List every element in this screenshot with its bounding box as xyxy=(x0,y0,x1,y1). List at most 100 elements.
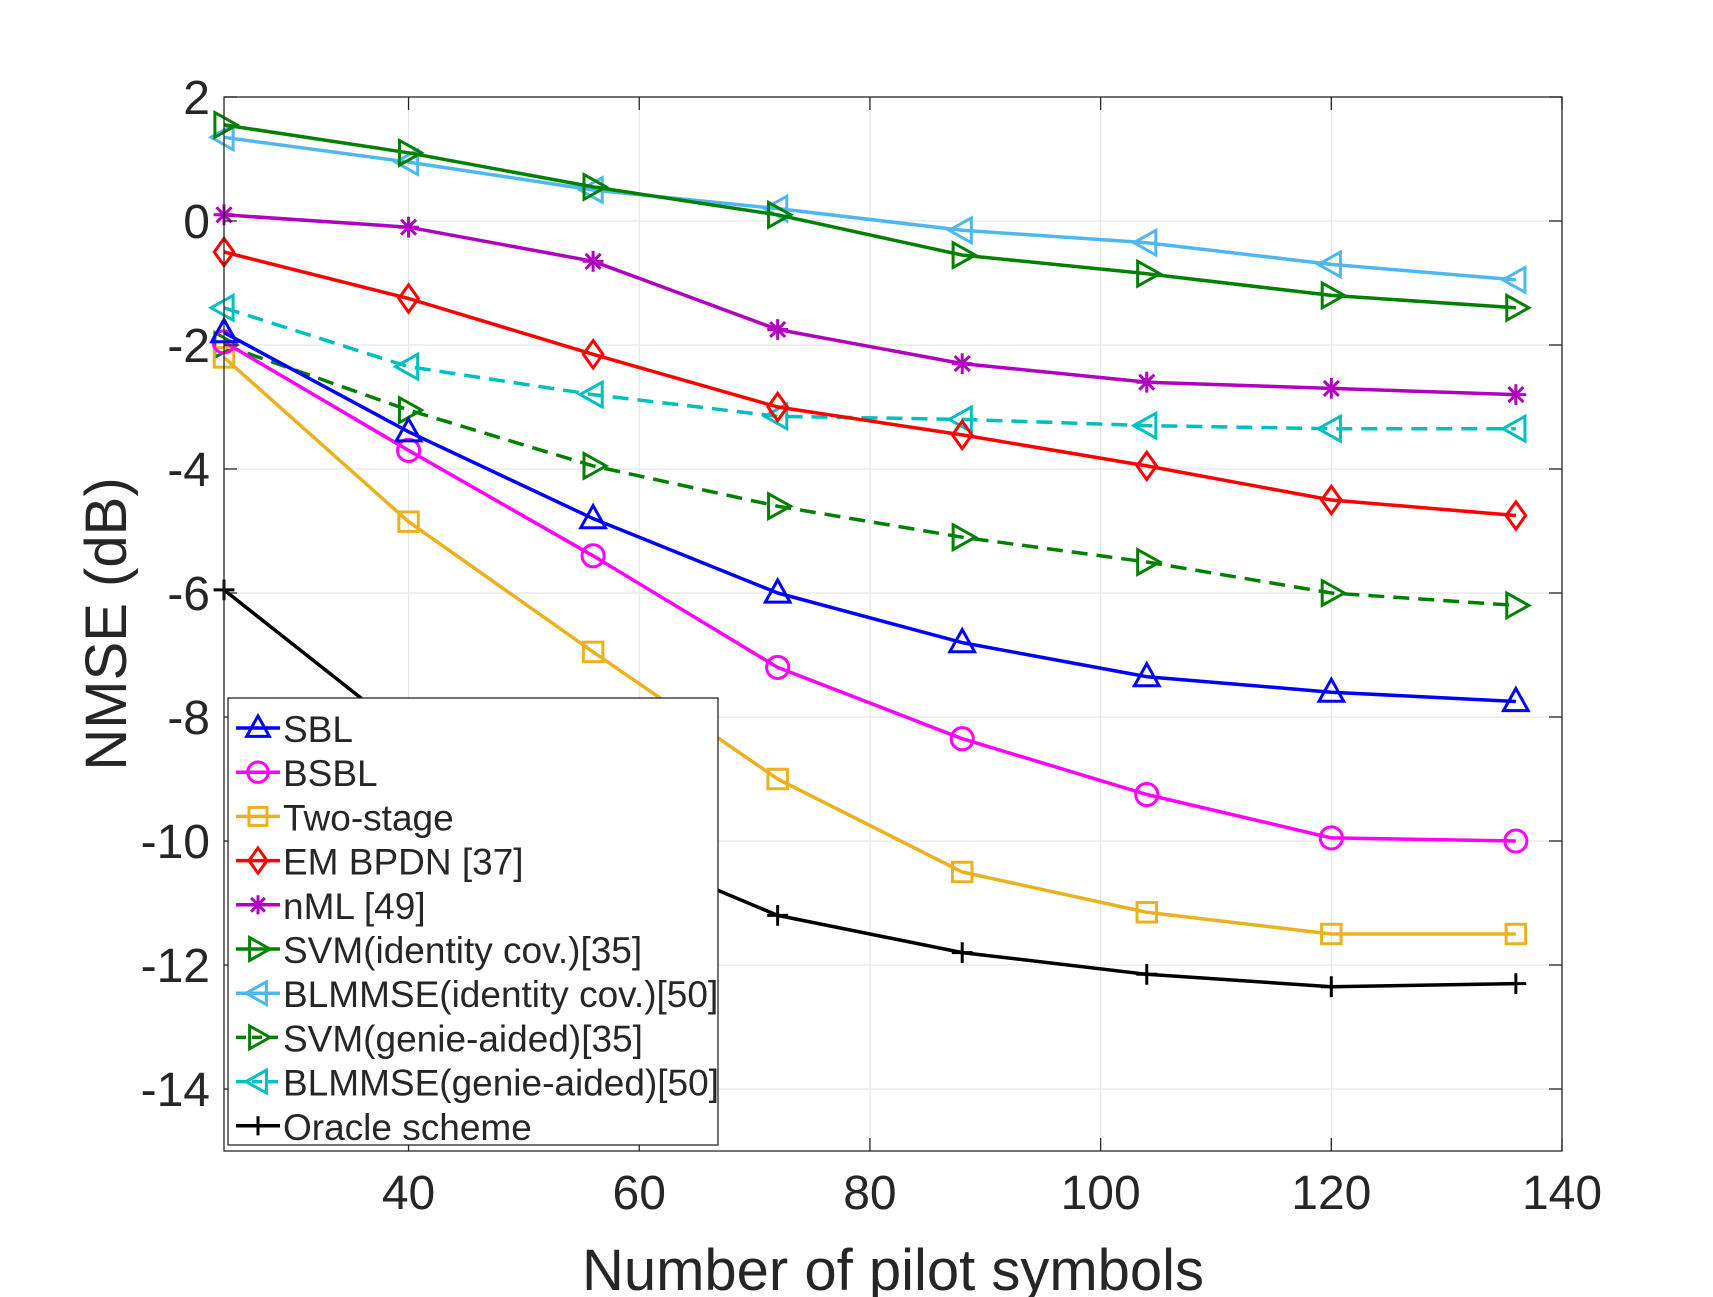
legend-label: nML [49] xyxy=(283,886,426,927)
data-point-svm-genie-aided-35 xyxy=(1136,547,1163,577)
legend-label: EM BPDN [37] xyxy=(283,842,524,883)
data-point-nml-49 xyxy=(398,216,419,238)
legend-label: BSBL xyxy=(283,753,378,794)
series-line-nml-49 xyxy=(223,213,1516,397)
data-point-blmmse-identity-cov-50 xyxy=(1130,227,1158,258)
axes-box xyxy=(223,96,1563,1152)
data-point-em-bpdn-37 xyxy=(766,390,790,424)
data-point-oracle-scheme xyxy=(1505,973,1527,994)
data-point-svm-genie-aided-35 xyxy=(397,395,425,426)
legend-marker-sbl xyxy=(244,712,272,738)
x-tick-label: 140 xyxy=(1522,1167,1602,1220)
y-axis-label: NMSE (dB) xyxy=(74,477,139,770)
data-point-bsbl xyxy=(949,726,975,752)
legend-label: SVM(identity cov.)[35] xyxy=(283,930,642,971)
legend-item-bsbl: BSBL xyxy=(236,753,378,794)
series-sbl xyxy=(209,316,1531,713)
data-point-svm-genie-aided-35 xyxy=(767,491,794,522)
data-point-blmmse-identity-cov-50 xyxy=(392,147,420,178)
series-em-bpdn-37 xyxy=(212,235,1528,532)
data-point-two-stage xyxy=(766,767,789,791)
legend-item-sbl: SBL xyxy=(236,709,353,750)
data-point-blmmse-genie-aided-50 xyxy=(577,379,604,410)
legend-label: BLMMSE(identity cov.)[50] xyxy=(283,974,718,1015)
legend-item-em-bpdn-37: EM BPDN [37] xyxy=(236,842,524,883)
series-two-stage xyxy=(212,346,1528,946)
data-point-bsbl xyxy=(396,437,422,463)
data-point-blmmse-identity-cov-50 xyxy=(1315,249,1342,280)
data-point-bsbl xyxy=(1318,825,1344,851)
y-tick-labels: 2 0 -2 -4 -6 -8 -10 -12 -14 xyxy=(141,72,210,1117)
series-line-svm-identity-cov-35 xyxy=(223,123,1516,310)
series-line-blmmse-identity-cov-50 xyxy=(223,135,1517,282)
legend-label: SBL xyxy=(283,709,353,750)
legend-marker-bsbl xyxy=(246,760,270,784)
series-line-two-stage xyxy=(222,356,1516,936)
data-point-svm-identity-cov-35 xyxy=(1505,292,1532,323)
data-point-blmmse-genie-aided-50 xyxy=(761,401,789,432)
data-point-two-stage xyxy=(1504,922,1528,946)
y-tick-label: -2 xyxy=(167,320,210,373)
legend-marker-svm-genie-aided-35 xyxy=(248,1023,274,1052)
data-point-blmmse-genie-aided-50 xyxy=(1130,410,1158,441)
data-point-two-stage xyxy=(1320,922,1343,946)
data-point-oracle-scheme xyxy=(1136,963,1158,985)
data-point-nml-49 xyxy=(951,353,973,374)
data-point-nml-49 xyxy=(1320,378,1342,399)
y-tick-label: -8 xyxy=(167,692,210,745)
data-point-sbl xyxy=(1131,660,1162,688)
data-point-blmmse-genie-aided-50 xyxy=(1315,413,1342,444)
data-point-two-stage xyxy=(581,640,605,664)
data-point-sbl xyxy=(393,415,424,443)
series-line-sbl xyxy=(223,331,1516,704)
legend-item-two-stage: Two-stage xyxy=(236,797,454,838)
legend-marker-two-stage xyxy=(247,805,269,827)
data-point-svm-identity-cov-35 xyxy=(213,109,241,140)
y-tick-label: 0 xyxy=(183,196,210,249)
data-point-oracle-scheme xyxy=(767,905,789,926)
legend-box xyxy=(227,697,719,1146)
legend-label: SVM(genie-aided)[35] xyxy=(283,1018,643,1059)
series-line-blmmse-genie-aided-50 xyxy=(223,306,1516,431)
series-line-svm-genie-aided-35 xyxy=(223,343,1516,608)
data-point-sbl xyxy=(762,576,793,604)
legend-marker-em-bpdn-37 xyxy=(247,845,269,876)
y-tick-label: 2 xyxy=(183,72,210,125)
series-layer xyxy=(207,109,1532,998)
legend-item-nml-49: nML [49] xyxy=(236,886,426,927)
legend-item-oracle-scheme: Oracle scheme xyxy=(236,1107,532,1148)
data-point-bsbl xyxy=(1503,828,1529,854)
data-point-svm-genie-aided-35 xyxy=(582,450,610,481)
series-blmmse-genie-aided-50 xyxy=(207,292,1527,444)
data-point-em-bpdn-37 xyxy=(581,338,605,371)
y-tick-label: -4 xyxy=(167,444,210,497)
y-tick-label: -14 xyxy=(141,1064,210,1117)
data-point-two-stage xyxy=(950,860,974,884)
data-point-sbl xyxy=(1500,685,1531,713)
data-point-svm-genie-aided-35 xyxy=(1505,590,1532,621)
tick-marks xyxy=(224,96,1563,1151)
data-point-bsbl xyxy=(580,543,606,569)
data-point-em-bpdn-37 xyxy=(1504,499,1528,532)
data-point-nml-49 xyxy=(582,250,604,272)
data-point-em-bpdn-37 xyxy=(1135,449,1159,483)
data-point-blmmse-genie-aided-50 xyxy=(392,351,420,382)
data-point-two-stage xyxy=(1135,901,1159,924)
legend-label: Two-stage xyxy=(283,797,454,838)
legend-item-blmmse-identity-cov-50: BLMMSE(identity cov.)[50] xyxy=(236,974,718,1015)
series-line-bsbl xyxy=(223,340,1516,843)
legend-item-svm-identity-cov-35: SVM(identity cov.)[35] xyxy=(236,930,642,971)
series-bsbl xyxy=(211,329,1529,854)
data-point-svm-identity-cov-35 xyxy=(582,171,610,202)
data-point-svm-genie-aided-35 xyxy=(951,522,979,553)
data-point-oracle-scheme xyxy=(1320,976,1342,998)
x-tick-label: 40 xyxy=(382,1167,435,1220)
series-svm-identity-cov-35 xyxy=(213,109,1532,323)
data-point-bsbl xyxy=(765,654,791,680)
data-point-two-stage xyxy=(397,510,420,533)
y-tick-label: -6 xyxy=(167,568,210,621)
data-point-bsbl xyxy=(1134,781,1160,808)
x-tick-labels: 40 60 80 100 120 140 xyxy=(382,1167,1602,1220)
